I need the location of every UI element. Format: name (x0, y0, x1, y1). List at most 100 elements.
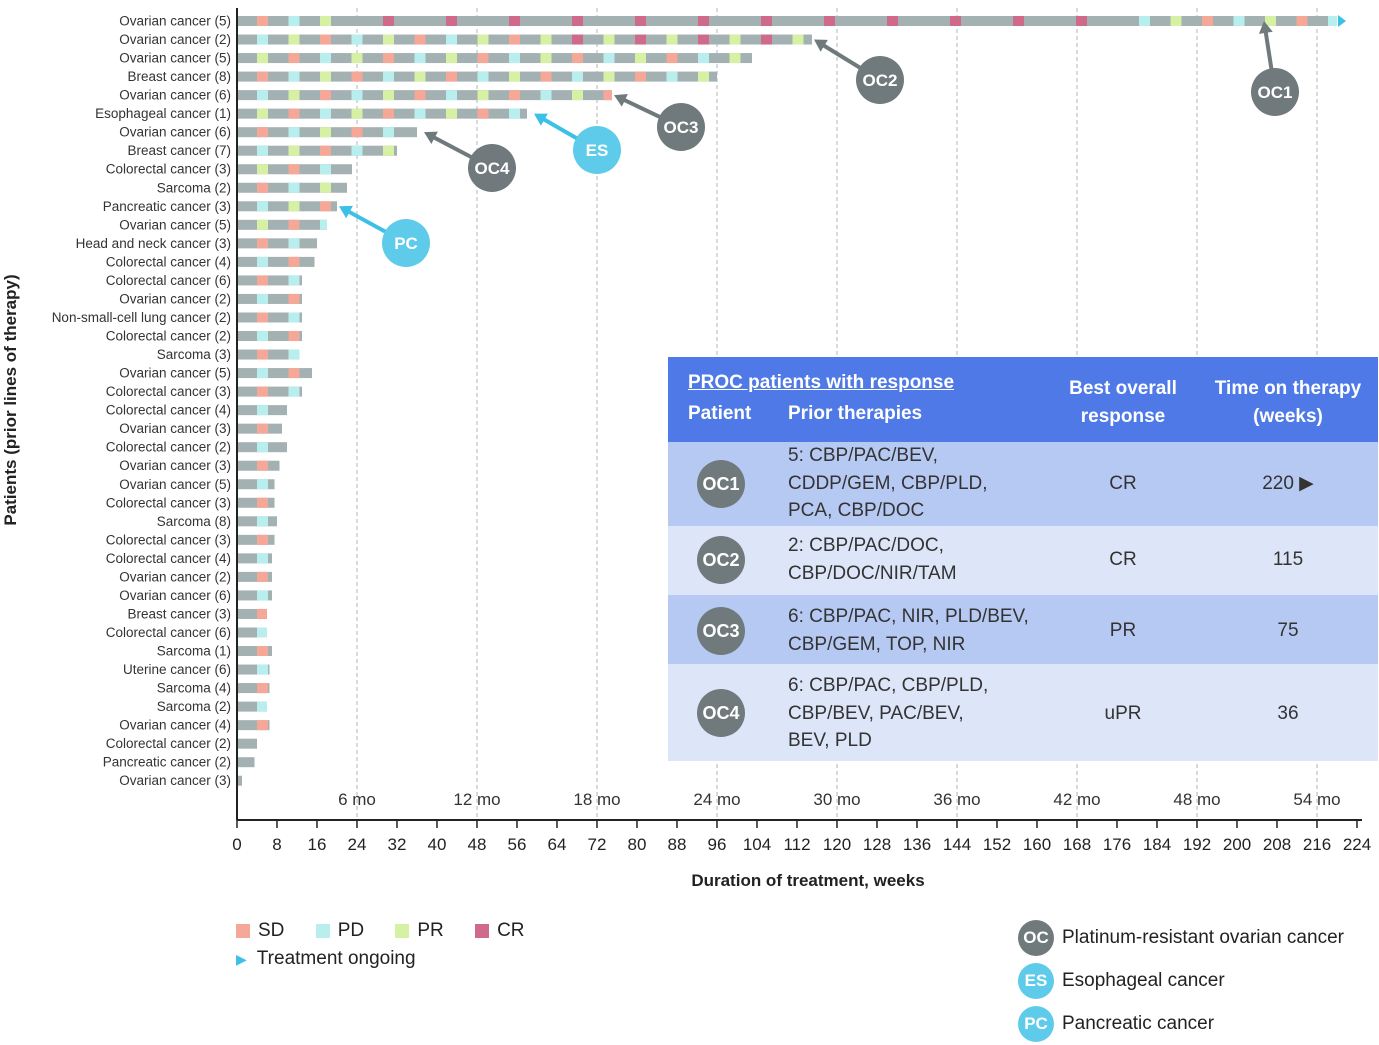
callout-arrowhead (424, 131, 438, 144)
patient-label: Colorectal cancer (6) (106, 625, 231, 640)
patient-label: Ovarian cancer (3) (119, 458, 231, 473)
patient-bars (238, 15, 1346, 786)
patient-bar (238, 275, 302, 286)
patient-bar (238, 683, 270, 694)
assessment-marker (918, 16, 930, 26)
assessment-marker (698, 34, 709, 45)
callout-label: OC1 (1258, 83, 1293, 102)
x-tick-label: 152 (983, 835, 1011, 854)
assessment-marker (635, 53, 646, 64)
patient-bar (238, 293, 302, 304)
assessment-marker (383, 53, 394, 64)
assessment-marker (257, 71, 268, 82)
patient-label: Ovarian cancer (4) (119, 718, 231, 733)
y-axis-title: Patients (prior lines of therapy) (1, 274, 20, 525)
x-tick-label: 96 (708, 835, 727, 854)
oc1-prior-line3: PCA, CBP/DOC (788, 500, 925, 521)
month-label: 12 mo (453, 790, 500, 809)
legend-pd: PD (315, 920, 365, 941)
assessment-marker (1076, 16, 1087, 26)
assessment-marker (383, 145, 394, 156)
assessment-marker (257, 368, 268, 379)
patient-bar (238, 590, 272, 601)
assessment-marker (383, 108, 394, 119)
callout-label: ES (586, 141, 609, 160)
callout-arrowhead (814, 39, 828, 52)
patient-bar (238, 368, 312, 379)
assessment-marker (698, 16, 709, 26)
assessment-marker (540, 16, 552, 26)
assessment-marker (1107, 16, 1119, 26)
patient-label: Ovarian cancer (3) (119, 421, 231, 436)
patient-label: Uterine cancer (6) (123, 662, 231, 677)
x-tick-label: 184 (1143, 835, 1171, 854)
legend-sd-label: SD (258, 920, 285, 941)
assessment-marker (887, 16, 898, 26)
patient-bar (238, 534, 275, 545)
assessment-marker (572, 90, 583, 101)
assessment-marker (729, 16, 741, 26)
ongoing-arrow (1338, 15, 1346, 27)
patient-label: Sarcoma (2) (157, 699, 231, 714)
assessment-marker (288, 127, 300, 138)
oc4-prior-line3: BEV, PLD (788, 730, 872, 751)
legend-oc: OC Platinum-resistant ovarian cancer (1018, 920, 1344, 956)
patient-labels: Ovarian cancer (5) Ovarian cancer (2) Ovar… (52, 14, 231, 789)
assessment-marker (761, 34, 772, 45)
patient-bar (238, 53, 752, 64)
x-tick-label: 16 (308, 835, 327, 854)
table-row-oc3: OC3 6: CBP/PAC, NIR, PLD/BEV, CBP/GEM, T… (668, 595, 1378, 664)
assessment-marker (257, 405, 268, 416)
month-label: 18 mo (573, 790, 620, 809)
assessment-marker (288, 16, 300, 26)
oc2-best: CR (1109, 549, 1137, 570)
assessment-marker (351, 90, 363, 101)
patient-label: Sarcoma (8) (157, 514, 231, 529)
patient-label: Ovarian cancer (5) (119, 477, 231, 492)
patient-bar (238, 571, 272, 582)
x-tick-label: 216 (1303, 835, 1331, 854)
table-header: PROC patients with response Patient Prio… (668, 357, 1378, 442)
x-tick-label: 48 (468, 835, 487, 854)
assessment-marker (257, 16, 268, 26)
patient-bar (238, 738, 257, 749)
legend-ongoing: ▶ Treatment ongoing (236, 948, 525, 970)
month-label: 6 mo (338, 790, 376, 809)
month-label: 36 mo (933, 790, 980, 809)
callout-badge (382, 219, 430, 267)
x-axis-title: Duration of treatment, weeks (691, 871, 924, 890)
x-tick-label: 88 (668, 835, 687, 854)
assessment-marker (572, 34, 583, 45)
assessment-marker (855, 16, 867, 26)
patient-label: Colorectal cancer (4) (106, 403, 231, 418)
play-icon: ▶ (236, 951, 247, 967)
patient-bar (238, 701, 267, 712)
assessment-marker (320, 182, 331, 193)
assessment-marker (1044, 16, 1056, 26)
oc2-prior-line2: CBP/DOC/NIR/TAM (788, 562, 957, 584)
assessment-marker (446, 53, 457, 64)
oc3-prior-line2: CBP/GEM, TOP, NIR (788, 633, 966, 655)
callout-label: OC3 (664, 118, 699, 137)
assessment-marker (635, 16, 646, 26)
legend-pd-label: PD (337, 920, 365, 941)
x-tick-label: 136 (903, 835, 931, 854)
x-tick-label: 120 (823, 835, 851, 854)
assessment-marker (351, 16, 363, 26)
legend-pr-label: PR (417, 920, 444, 941)
assessment-marker (1139, 16, 1150, 26)
assessment-marker (540, 34, 552, 45)
assessment-marker (288, 219, 300, 230)
assessment-marker (981, 16, 993, 26)
oc2-badge: OC2 (697, 536, 745, 584)
x-tick-label: 72 (588, 835, 607, 854)
legend-es: ES Esophageal cancer (1018, 963, 1344, 999)
assessment-marker (351, 145, 363, 156)
legend-sd: SD (236, 920, 284, 941)
assessment-marker (698, 71, 709, 82)
assessment-marker (257, 34, 268, 45)
assessment-marker (288, 238, 300, 249)
callout-arrow-line (341, 206, 388, 235)
assessment-marker (509, 53, 520, 64)
assessment-marker (540, 71, 552, 82)
